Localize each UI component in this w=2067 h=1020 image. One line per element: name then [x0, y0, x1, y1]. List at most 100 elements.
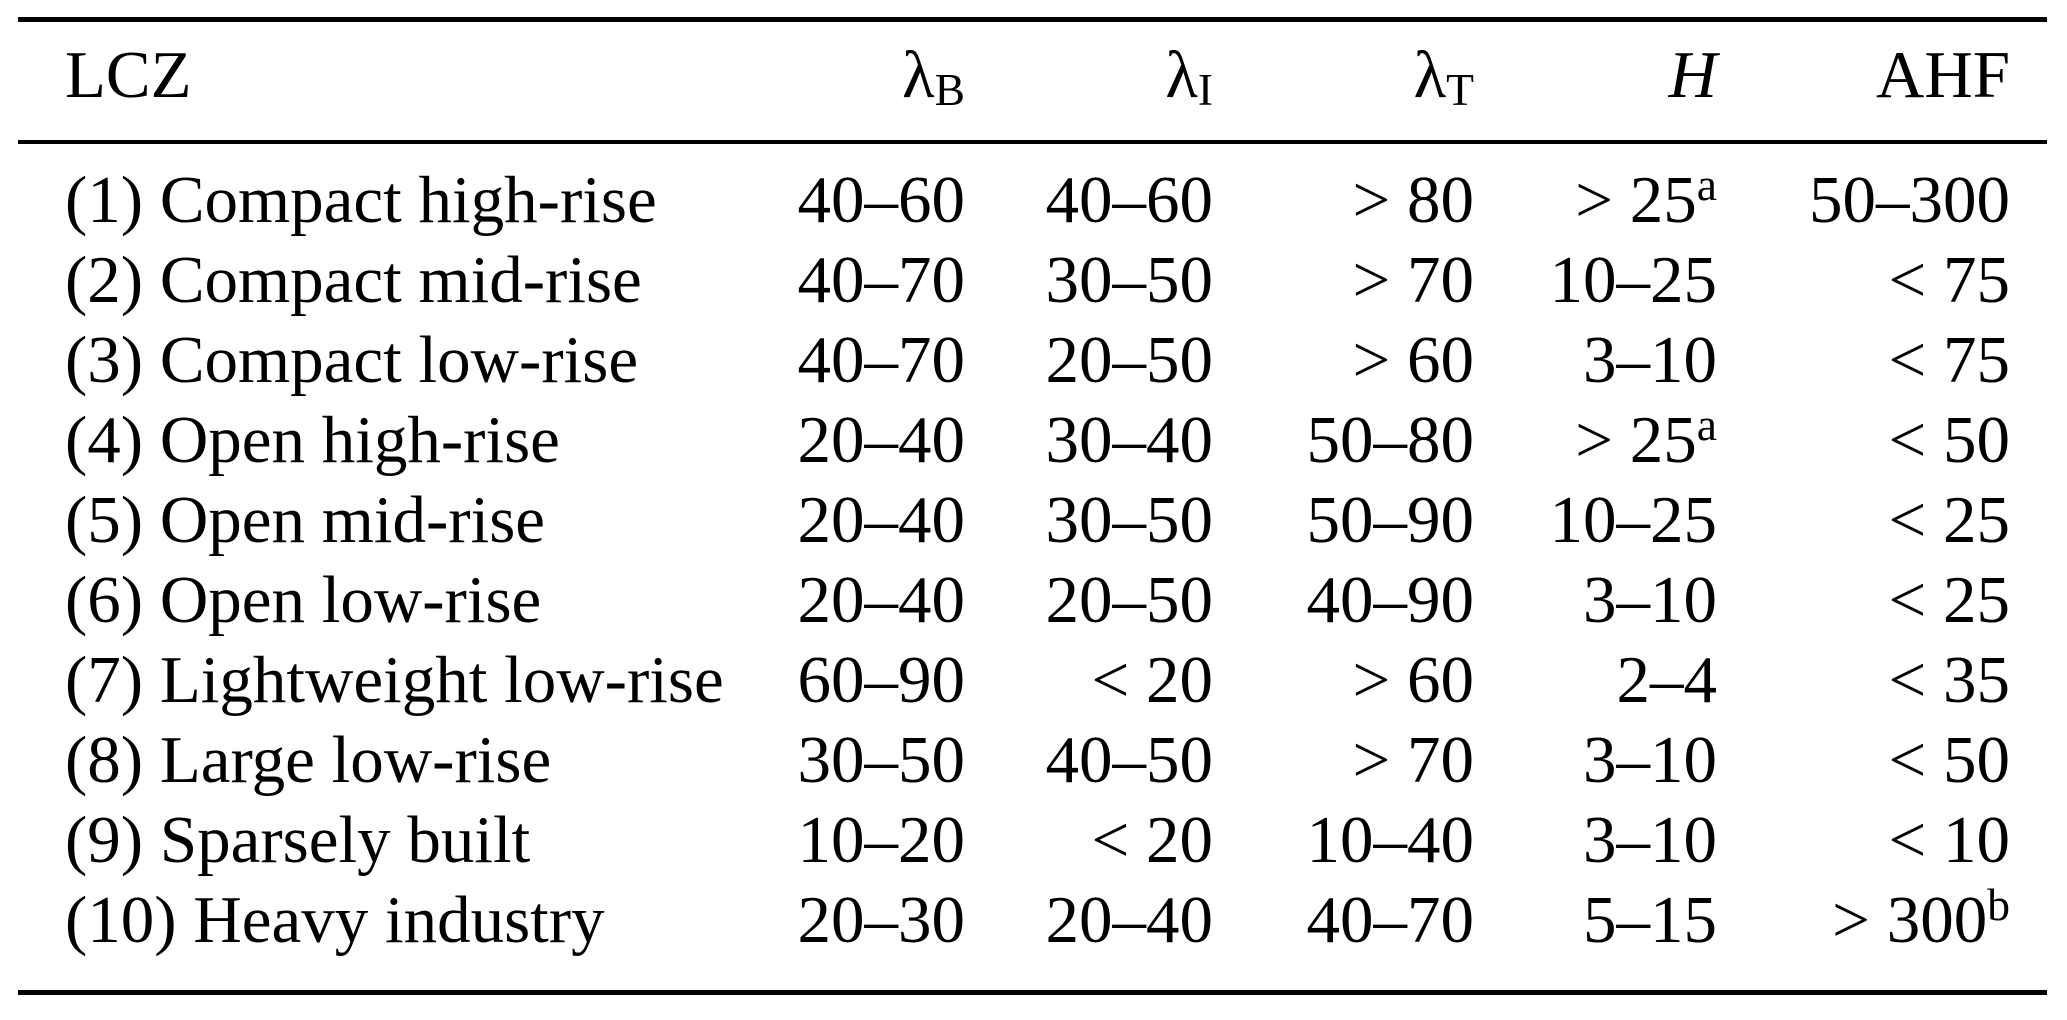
table-row: (6) Open low-rise 20–40 20–50 40–90 3–10… [18, 560, 2047, 640]
height-value: 2–4 [1616, 643, 1718, 717]
ahf-cell: < 75 [1717, 320, 2047, 400]
lambda-b-cell: 20–40 [797, 483, 966, 557]
lcz-name-cell: (9) Sparsely built [65, 803, 531, 877]
column-header-lambda-b: λB [718, 20, 965, 143]
ahf-cell: < 75 [1717, 240, 2047, 320]
ahf-value: 50–300 [1809, 163, 2010, 237]
lcz-name-cell: (10) Heavy industry [65, 883, 605, 957]
height-value: 3–10 [1583, 803, 1717, 877]
lambda-t-cell: > 60 [1352, 323, 1474, 397]
column-header-height: H [1474, 20, 1717, 143]
lcz-name-cell: (7) Lightweight low-rise [65, 643, 724, 717]
lambda-i-cell: 30–50 [1045, 483, 1214, 557]
column-header-lcz: LCZ [65, 38, 192, 112]
ahf-cell: < 50 [1717, 720, 2047, 800]
lambda-t-cell: > 60 [1352, 643, 1474, 717]
table-row: (7) Lightweight low-rise 60–90 < 20 > 60… [18, 640, 2047, 720]
height-value: 3–10 [1583, 323, 1717, 397]
ahf-value: < 25 [1888, 483, 2010, 557]
height-cell: 3–10 [1474, 320, 1717, 400]
height-cell: > 25a [1474, 400, 1717, 480]
table-row: (4) Open high-rise 20–40 30–40 50–80 > 2… [18, 400, 2047, 480]
lambda-i-cell: < 20 [1091, 803, 1213, 877]
lcz-name-cell: (1) Compact high-rise [65, 163, 657, 237]
lambda-b-cell: 20–40 [797, 563, 966, 637]
table-row: (1) Compact high-rise 40–60 40–60 > 80 >… [18, 142, 2047, 240]
ahf-cell: > 300b [1717, 880, 2047, 993]
lcz-name-cell: (4) Open high-rise [65, 403, 560, 477]
lcz-name-cell: (2) Compact mid-rise [65, 243, 642, 317]
height-cell: 3–10 [1474, 560, 1717, 640]
height-value: 10–25 [1549, 243, 1718, 317]
lambda-t-cell: 40–70 [1306, 883, 1475, 957]
lambda-i-cell: 40–50 [1045, 723, 1214, 797]
height-cell: 5–15 [1474, 880, 1717, 993]
ahf-value: < 10 [1888, 803, 2010, 877]
lambda-b-cell: 30–50 [797, 723, 966, 797]
height-cell: 10–25 [1474, 240, 1718, 320]
lambda-b-cell: 40–70 [797, 243, 966, 317]
height-value: > 25 [1575, 163, 1697, 237]
lambda-i-cell: 20–50 [1045, 563, 1214, 637]
ahf-cell: < 25 [1717, 480, 2047, 560]
subscript: I [1197, 64, 1213, 116]
lambda-t-cell: > 70 [1352, 723, 1474, 797]
lambda-b-cell: 20–30 [797, 883, 966, 957]
height-cell: 3–10 [1474, 800, 1717, 880]
height-value: 10–25 [1549, 483, 1718, 557]
lcz-name-cell: (6) Open low-rise [65, 563, 542, 637]
lambda-i-cell: 30–50 [1045, 243, 1214, 317]
lambda-t-cell: 50–80 [1306, 403, 1475, 477]
column-header-lambda-i: λI [965, 20, 1213, 143]
lambda-symbol: λ [1165, 38, 1198, 112]
lambda-symbol: λ [902, 38, 935, 112]
ahf-value: < 75 [1888, 243, 2010, 317]
height-cell: > 25a [1474, 142, 1717, 240]
height-cell: 3–10 [1474, 720, 1717, 800]
ahf-value: < 25 [1888, 563, 2010, 637]
ahf-value: < 50 [1888, 403, 2010, 477]
lambda-b-cell: 40–70 [797, 323, 966, 397]
height-cell: 2–4 [1474, 640, 1718, 720]
height-cell: 10–25 [1474, 480, 1718, 560]
ahf-cell: < 25 [1717, 560, 2047, 640]
table-row: (2) Compact mid-rise 40–70 30–50 > 70 10… [18, 240, 2047, 320]
column-header-lambda-t: λT [1213, 20, 1474, 143]
lambda-t-cell: > 70 [1352, 243, 1474, 317]
ahf-value: < 75 [1888, 323, 2010, 397]
height-value: 5–15 [1583, 883, 1717, 957]
lcz-properties-table: LCZ λB λI λT H AHF (1) Compact high-rise… [18, 17, 2047, 995]
subscript: B [934, 64, 965, 116]
lambda-i-cell: 40–60 [1045, 163, 1214, 237]
table-row: (9) Sparsely built 10–20 < 20 10–40 3–10… [18, 800, 2047, 880]
height-value: > 25 [1575, 403, 1697, 477]
table-row: (5) Open mid-rise 20–40 30–50 50–90 10–2… [18, 480, 2047, 560]
ahf-value: < 35 [1888, 643, 2010, 717]
footnote-marker: a [1696, 399, 1717, 451]
lambda-i-cell: 20–50 [1045, 323, 1214, 397]
lambda-b-cell: 20–40 [797, 403, 966, 477]
height-value: 3–10 [1583, 723, 1717, 797]
lambda-i-cell: 20–40 [1045, 883, 1214, 957]
ahf-cell: < 50 [1717, 400, 2047, 480]
height-symbol: H [1668, 38, 1717, 112]
column-header-ahf: AHF [1875, 38, 2010, 112]
height-value: 3–10 [1583, 563, 1717, 637]
ahf-value: < 50 [1888, 723, 2010, 797]
table-row: (3) Compact low-rise 40–70 20–50 > 60 3–… [18, 320, 2047, 400]
ahf-value: > 300 [1832, 883, 1988, 957]
lambda-b-cell: 40–60 [797, 163, 966, 237]
header-row: LCZ λB λI λT H AHF [18, 20, 2047, 143]
lcz-name-cell: (3) Compact low-rise [65, 323, 639, 397]
subscript: T [1446, 64, 1474, 116]
footnote-marker: a [1696, 159, 1717, 211]
table-row: (8) Large low-rise 30–50 40–50 > 70 3–10… [18, 720, 2047, 800]
ahf-cell: 50–300 [1717, 142, 2047, 240]
lambda-t-cell: 50–90 [1306, 483, 1475, 557]
lambda-t-cell: 10–40 [1306, 803, 1475, 877]
lambda-b-cell: 60–90 [797, 643, 966, 717]
lambda-i-cell: < 20 [1091, 643, 1213, 717]
table-header: LCZ λB λI λT H AHF [18, 20, 2047, 143]
lambda-t-cell: 40–90 [1306, 563, 1475, 637]
